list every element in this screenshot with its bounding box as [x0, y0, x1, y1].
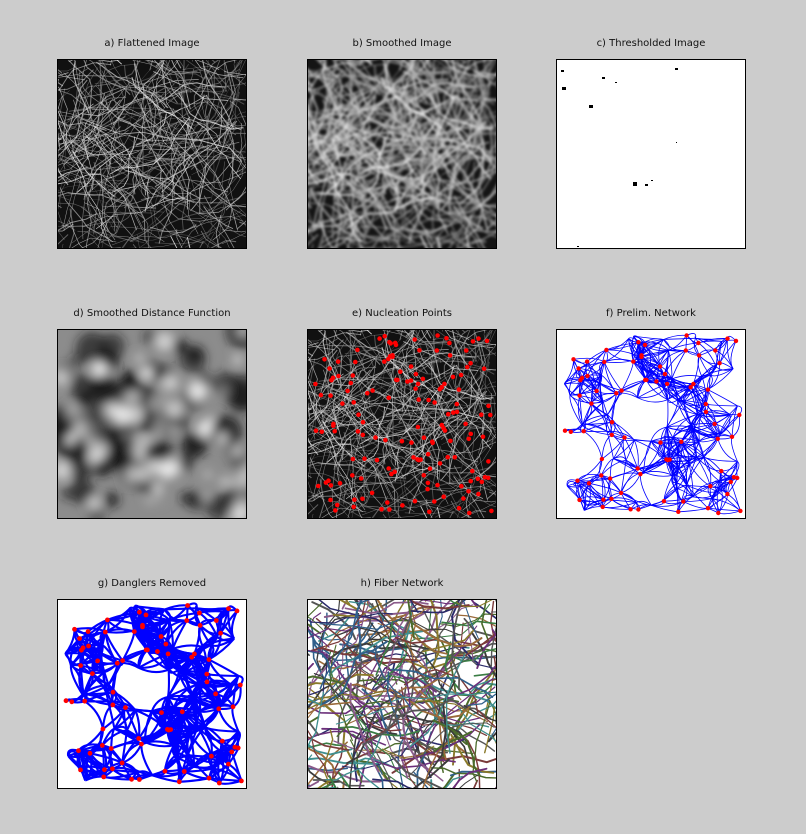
smoothed-image	[308, 60, 496, 248]
flattened-image-axes	[57, 59, 247, 249]
danglers-removed-axes	[57, 599, 247, 789]
thresholded-image	[557, 60, 745, 248]
panel-title: f) Prelim. Network	[606, 308, 696, 319]
flattened-image	[58, 60, 246, 248]
distance-function-axes	[57, 329, 247, 519]
danglers-removed-image	[63, 602, 244, 786]
nucleation-points-axes	[307, 329, 497, 519]
panel-title: a) Flattened Image	[104, 38, 200, 49]
nucleation-points-image	[308, 330, 496, 518]
panel-title: e) Nucleation Points	[352, 308, 452, 319]
prelim-network-axes	[556, 329, 746, 519]
panel-title: c) Thresholded Image	[596, 38, 706, 49]
panel-title: b) Smoothed Image	[352, 38, 452, 49]
fiber-network-axes	[307, 599, 497, 789]
panel-title: d) Smoothed Distance Function	[73, 308, 231, 319]
panel-title: g) Danglers Removed	[97, 578, 207, 589]
fiber-network-image	[308, 600, 496, 788]
distance-function-image	[58, 330, 246, 518]
prelim-network-image	[562, 333, 743, 516]
thresholded-image-axes	[556, 59, 746, 249]
smoothed-image-axes	[307, 59, 497, 249]
panel-title: h) Fiber Network	[360, 578, 444, 589]
